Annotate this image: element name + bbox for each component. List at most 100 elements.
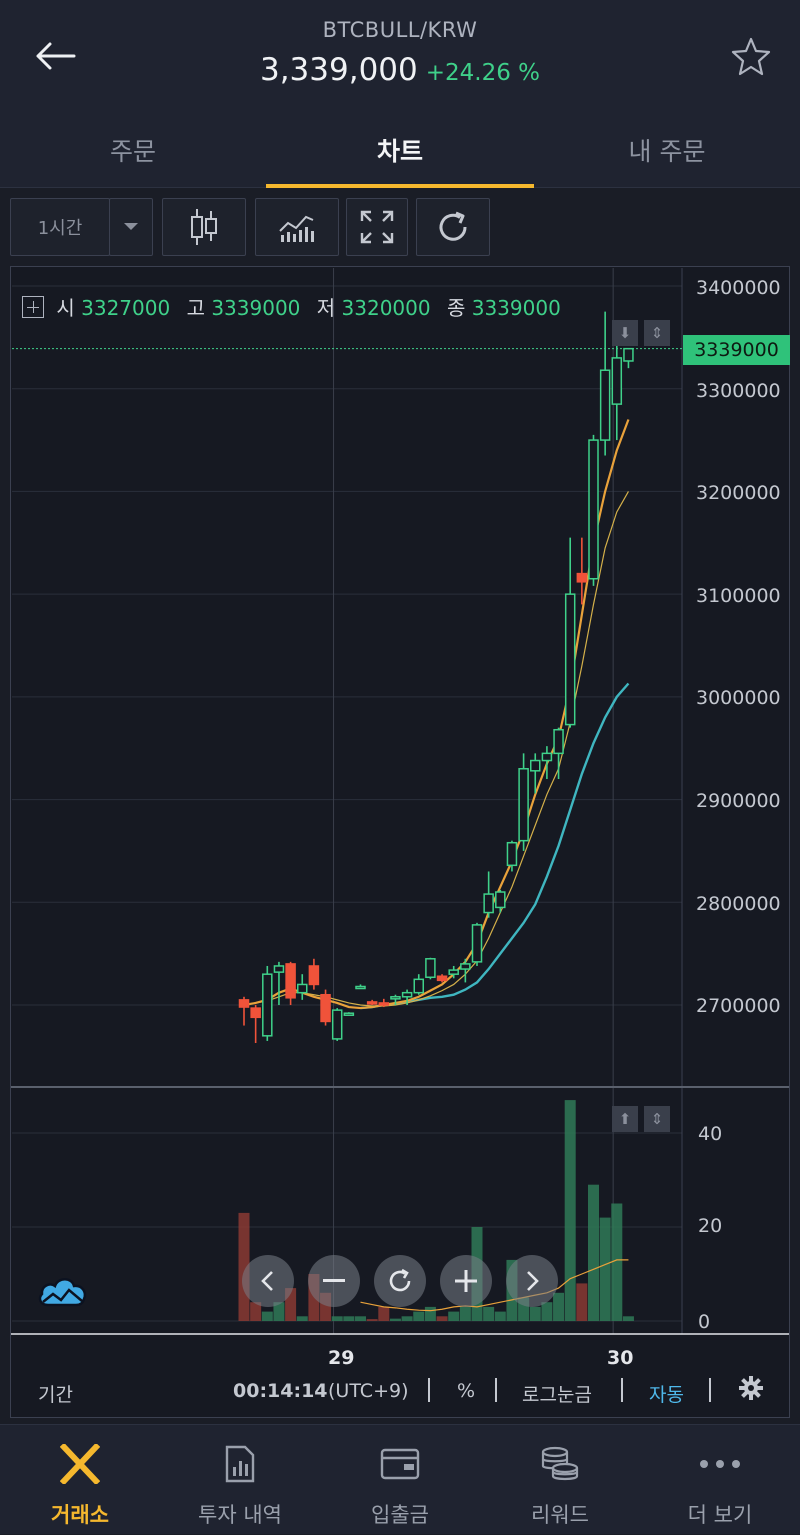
candle-body <box>262 973 273 1037</box>
open-value: 3327000 <box>81 296 171 320</box>
candle-body <box>285 963 296 999</box>
tab-active-indicator <box>266 184 534 188</box>
reset-zoom-button[interactable] <box>374 1255 426 1307</box>
candle-body <box>343 1012 355 1016</box>
interval-value: 1시간 <box>37 218 83 239</box>
ma-long-line <box>360 682 630 1010</box>
nav-rewards-label: 리워드 <box>531 1503 589 1527</box>
scroll-right-button[interactable] <box>506 1255 558 1307</box>
volume-scale-up-icon[interactable]: ⬆ <box>612 1106 638 1132</box>
divider <box>428 1378 430 1402</box>
volume-bar <box>494 1311 506 1321</box>
ohlc-legend: 시 3327000 고 3339000 저 3320000 종 3339000 <box>22 292 571 321</box>
chart-settings-button[interactable] <box>739 1376 763 1405</box>
tab-chart[interactable]: 차트 <box>266 112 534 188</box>
fullscreen-button[interactable] <box>346 198 408 256</box>
candle-body <box>401 991 413 998</box>
volume-bar <box>483 1306 495 1321</box>
candle-body <box>495 891 506 909</box>
candle-body <box>273 965 285 973</box>
nav-wallet-label: 입출금 <box>371 1503 429 1527</box>
nav-more[interactable]: 더 보기 <box>640 1425 800 1535</box>
zoom-out-button[interactable] <box>308 1255 360 1307</box>
back-button[interactable] <box>30 34 80 78</box>
refresh-button[interactable] <box>416 198 490 256</box>
volume-scale-updown-icon[interactable]: ⇕ <box>644 1106 670 1132</box>
current-price: 3,339,000 <box>259 52 418 88</box>
candle-body <box>331 1009 343 1040</box>
low-value: 3320000 <box>341 296 431 320</box>
nav-rewards[interactable]: 리워드 <box>480 1425 640 1535</box>
timezone-button[interactable]: (UTC+9) <box>328 1380 409 1402</box>
scale-down-icon[interactable]: ⬇ <box>612 320 638 346</box>
volume-ma-line <box>360 1259 629 1312</box>
volume-bar <box>588 1184 599 1321</box>
pair-name: BTCBULL/KRW <box>322 18 478 42</box>
tab-bar: 주문 차트 내 주문 <box>0 112 800 188</box>
candlestick-icon <box>191 209 217 245</box>
nav-wallet[interactable]: 입출금 <box>320 1425 480 1535</box>
zoom-in-button[interactable] <box>440 1255 492 1307</box>
candle-body <box>460 963 471 970</box>
price-change: +24.26 % <box>425 60 541 86</box>
caret-down-icon <box>124 223 138 230</box>
candle-body <box>320 993 331 1023</box>
interval-select[interactable]: 1시간 <box>10 198 110 256</box>
indicator-button[interactable] <box>255 198 339 256</box>
gear-icon <box>739 1376 763 1400</box>
nav-history[interactable]: 투자 내역 <box>160 1425 320 1535</box>
candle-body <box>483 893 494 914</box>
volume-bar <box>576 1283 588 1321</box>
candle-body <box>599 369 611 441</box>
percent-toggle[interactable]: % <box>457 1380 476 1402</box>
volume-tick: 0 <box>698 1311 711 1333</box>
tab-order[interactable]: 주문 <box>0 112 266 188</box>
volume-bar <box>366 1319 378 1321</box>
chart-type-button[interactable] <box>162 198 246 256</box>
interval-dropdown-button[interactable] <box>109 198 153 256</box>
volume-bar <box>622 1316 634 1321</box>
nav-exchange-label: 거래소 <box>51 1503 109 1527</box>
candle-body <box>378 1002 390 1006</box>
candle-body <box>390 996 401 1000</box>
candle-body <box>308 965 320 986</box>
volume-bar <box>564 1100 576 1321</box>
open-label: 시 <box>56 296 75 320</box>
period-button[interactable]: 기간 <box>38 1384 73 1406</box>
arrow-left-icon <box>36 42 76 70</box>
candle-body <box>611 357 623 405</box>
cloud-logo <box>36 1272 88 1312</box>
price-tick: 3400000 <box>696 277 781 299</box>
chart-area[interactable] <box>10 266 790 1418</box>
scroll-left-button[interactable] <box>242 1255 294 1307</box>
candle-body <box>576 572 588 583</box>
divider <box>495 1378 497 1402</box>
expand-legend-icon[interactable] <box>22 296 44 318</box>
favorite-button[interactable] <box>726 32 776 80</box>
volume-bar <box>250 1302 262 1321</box>
tab-my-orders[interactable]: 내 주문 <box>534 112 800 188</box>
volume-bar <box>401 1316 413 1321</box>
tab-chart-label: 차트 <box>376 137 423 166</box>
candle-body <box>553 728 564 755</box>
low-label: 저 <box>316 296 336 320</box>
volume-bar <box>285 1288 297 1321</box>
log-scale-toggle[interactable]: 로그눈금 <box>522 1384 592 1406</box>
volume-bar <box>261 1311 273 1321</box>
report-icon <box>225 1445 255 1483</box>
candle-body <box>425 958 436 979</box>
candle-body <box>297 983 308 994</box>
fullscreen-icon <box>360 210 394 244</box>
scale-updown-icon[interactable]: ⇕ <box>644 320 670 346</box>
candle-body <box>413 978 424 994</box>
nav-exchange[interactable]: 거래소 <box>0 1425 160 1535</box>
ma-short-line <box>243 419 630 1010</box>
auto-scale-toggle[interactable]: 자동 <box>649 1384 684 1406</box>
cloud-icon <box>38 1278 87 1307</box>
tab-order-label: 주문 <box>109 137 156 166</box>
volume-bar <box>459 1306 471 1321</box>
price-tick: 2700000 <box>696 995 781 1017</box>
volume-bar <box>448 1311 460 1321</box>
volume-bar <box>296 1316 308 1321</box>
